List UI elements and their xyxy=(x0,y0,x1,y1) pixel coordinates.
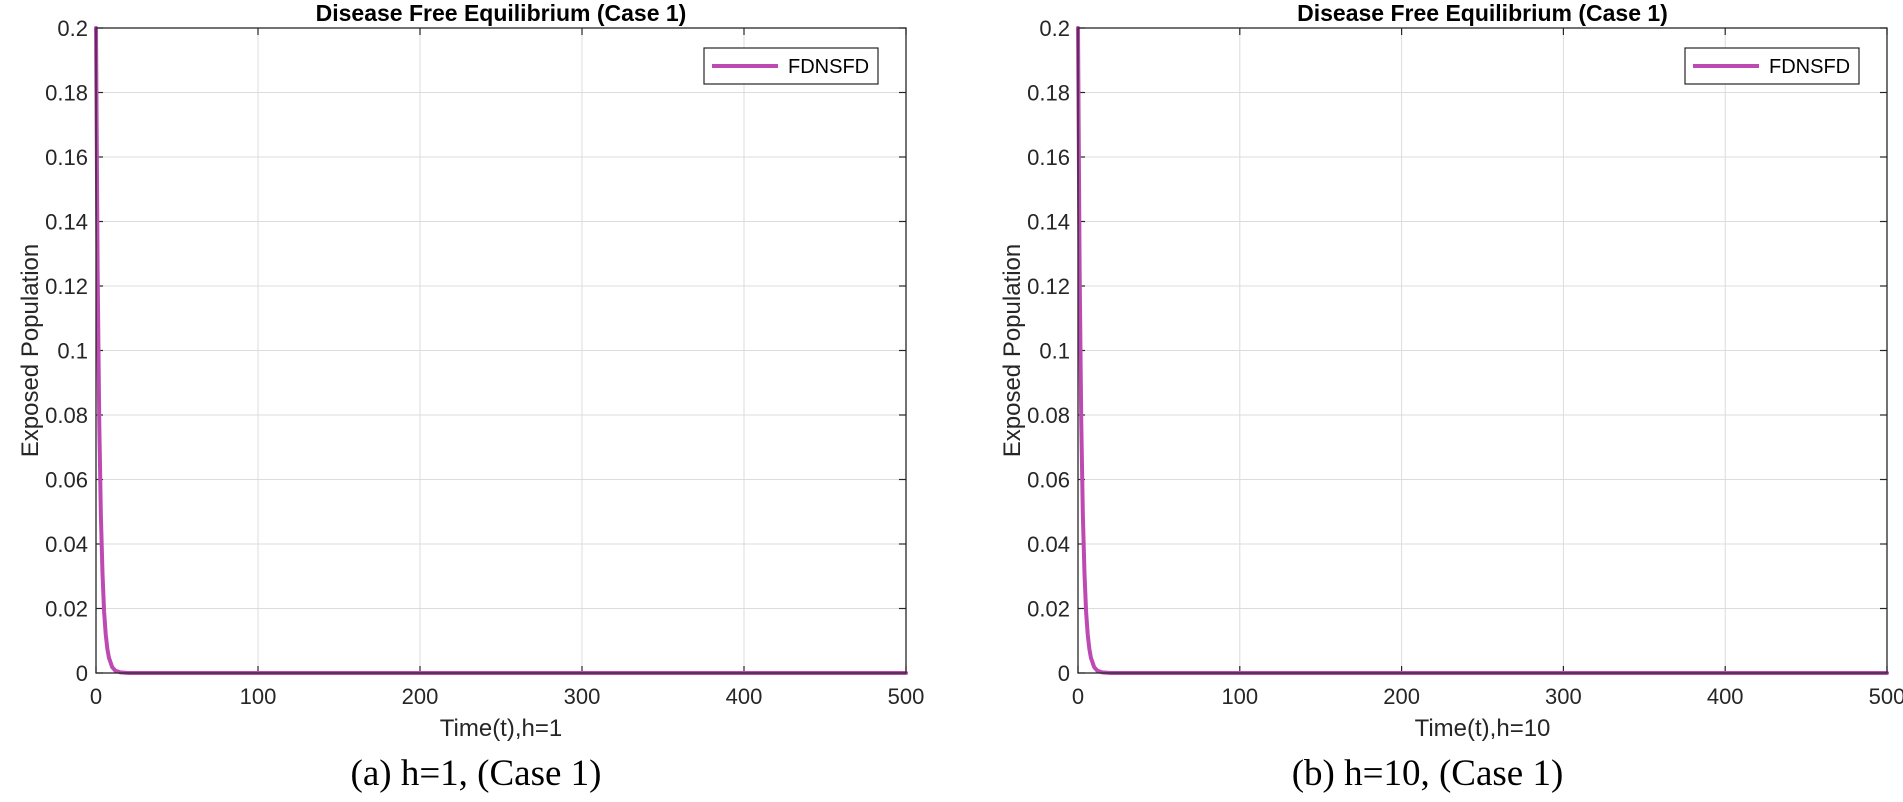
y-tick-label: 0.02 xyxy=(1027,597,1070,622)
y-tick-label: 0.02 xyxy=(45,597,88,622)
y-tick-label: 0.1 xyxy=(1039,339,1070,364)
y-tick-label: 0.08 xyxy=(1027,403,1070,428)
y-tick-label: 0.16 xyxy=(1027,145,1070,170)
y-tick-label: 0.16 xyxy=(45,145,88,170)
chart-a: 0 100 200 300 400 500 0 0.02 0.04 0.06 0.08 0.1 0.12… xyxy=(17,0,925,742)
y-tick-label: 0.06 xyxy=(1027,468,1070,493)
legend: FDNSFD xyxy=(1684,47,1860,85)
y-tick-label: 0.12 xyxy=(1027,274,1070,299)
y-tick-label: 0.04 xyxy=(1027,532,1070,557)
y-tick-label: 0.18 xyxy=(1027,81,1070,106)
axes-box xyxy=(1077,27,1888,674)
x-tick-label: 100 xyxy=(1221,684,1258,709)
caption-b: (b) h=10, (Case 1) xyxy=(1291,753,1564,794)
legend-label: FDNSFD xyxy=(788,56,869,78)
y-tick-label: 0.14 xyxy=(45,210,88,235)
y-tick-label: 0 xyxy=(1058,661,1070,686)
x-tick-label: 300 xyxy=(564,684,601,709)
y-tick-label: 0.2 xyxy=(57,16,88,41)
chart-panel-a: 0 100 200 300 400 500 0 0.02 0.04 0.06 0.08 0.1 0.12… xyxy=(17,0,925,794)
y-tick-label: 0.04 xyxy=(45,532,88,557)
y-tick-label: 0.08 xyxy=(45,403,88,428)
x-tick-label: 400 xyxy=(726,684,763,709)
caption-a: (a) h=1, (Case 1) xyxy=(350,753,602,794)
y-axis-label: Exposed Population xyxy=(17,244,44,458)
x-tick-label: 300 xyxy=(1545,684,1582,709)
y-tick-label: 0.1 xyxy=(57,339,88,364)
legend: FDNSFD xyxy=(703,47,879,85)
x-tick-label: 500 xyxy=(888,684,925,709)
y-tick-label: 0.14 xyxy=(1027,210,1070,235)
y-tick-label: 0.18 xyxy=(45,81,88,106)
chart-b: 0 100 200 300 400 500 0 0.02 0.04 0.06 0.08 0.1 0.12… xyxy=(999,0,1903,742)
chart-title: Disease Free Equilibrium (Case 1) xyxy=(316,0,687,26)
y-tick-label: 0 xyxy=(76,661,88,686)
x-tick-label: 200 xyxy=(1383,684,1420,709)
y-axis-label: Exposed Population xyxy=(999,244,1026,458)
x-tick-label: 500 xyxy=(1869,684,1903,709)
axes-box xyxy=(95,27,907,674)
x-tick-label: 400 xyxy=(1707,684,1744,709)
y-tick-label: 0.06 xyxy=(45,468,88,493)
x-axis-label: Time(t),h=1 xyxy=(440,715,562,742)
chart-panel-b: 0 100 200 300 400 500 0 0.02 0.04 0.06 0.08 0.1 0.12… xyxy=(952,0,1903,802)
y-tick-label: 0.12 xyxy=(45,274,88,299)
x-tick-label: 0 xyxy=(90,684,102,709)
legend-label: FDNSFD xyxy=(1769,56,1850,78)
y-tick-label: 0.2 xyxy=(1039,16,1070,41)
x-axis-label: Time(t),h=10 xyxy=(1415,715,1551,742)
x-tick-label: 0 xyxy=(1072,684,1084,709)
x-tick-label: 200 xyxy=(402,684,439,709)
chart-title: Disease Free Equilibrium (Case 1) xyxy=(1297,0,1668,26)
x-tick-label: 100 xyxy=(240,684,277,709)
